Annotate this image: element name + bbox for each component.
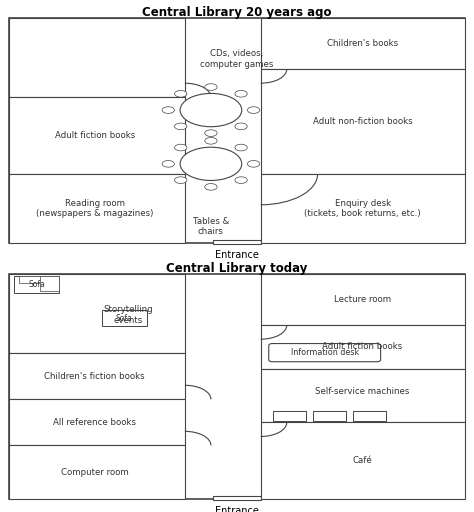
Circle shape [247, 107, 260, 114]
Bar [213, 240, 261, 246]
Bar [261, 274, 465, 325]
Text: Central Library 20 years ago: Central Library 20 years ago [142, 6, 332, 19]
Circle shape [235, 123, 247, 130]
Circle shape [205, 130, 217, 136]
Bar [261, 18, 465, 69]
Bar [9, 97, 185, 174]
Bar [9, 445, 185, 499]
Circle shape [235, 177, 247, 183]
Circle shape [205, 184, 217, 190]
Bar [261, 369, 465, 422]
Text: Children's books: Children's books [327, 39, 398, 48]
Text: Adult non-fiction books: Adult non-fiction books [313, 117, 412, 126]
Text: Sofa: Sofa [28, 280, 45, 289]
Circle shape [247, 161, 260, 167]
Text: Enquiry desk
(tickets, book returns, etc.): Enquiry desk (tickets, book returns, etc… [304, 199, 421, 218]
Bar [9, 18, 185, 97]
Bar [213, 497, 261, 501]
Bar [9, 174, 185, 243]
Bar [261, 69, 465, 174]
Text: Reading room
(newspapers & magazines): Reading room (newspapers & magazines) [36, 199, 154, 218]
Bar [213, 241, 261, 245]
Text: Children's fiction books: Children's fiction books [45, 372, 145, 381]
Bar [9, 399, 185, 445]
Text: Information desk: Information desk [291, 348, 359, 357]
Text: Self-service machines: Self-service machines [315, 387, 410, 396]
Text: CDs, videos,
computer games: CDs, videos, computer games [201, 49, 273, 69]
Circle shape [162, 161, 174, 167]
Text: Entrance: Entrance [215, 506, 259, 512]
Text: Storytelling
events: Storytelling events [103, 305, 153, 325]
Text: Adult fiction books: Adult fiction books [322, 343, 403, 351]
Circle shape [180, 94, 242, 127]
Text: Entrance: Entrance [215, 250, 259, 260]
Text: Café: Café [353, 456, 373, 465]
Text: Sofa: Sofa [116, 313, 133, 323]
Circle shape [205, 83, 217, 90]
Circle shape [235, 144, 247, 151]
Text: Tables &
chairs: Tables & chairs [193, 217, 229, 236]
Bar [14, 276, 59, 293]
Bar [261, 325, 465, 369]
Bar [102, 310, 147, 327]
Circle shape [174, 123, 187, 130]
Bar [213, 496, 261, 502]
Text: All reference books: All reference books [53, 418, 137, 427]
Bar [40, 276, 59, 291]
Circle shape [174, 144, 187, 151]
Text: Computer room: Computer room [61, 468, 128, 477]
Text: Adult fiction books: Adult fiction books [55, 131, 135, 140]
Bar [19, 281, 45, 291]
Circle shape [235, 91, 247, 97]
FancyBboxPatch shape [269, 344, 381, 361]
Circle shape [162, 107, 174, 114]
Bar [9, 353, 185, 399]
Text: Central Library today: Central Library today [166, 262, 308, 275]
Bar [353, 411, 386, 421]
Text: Lecture room: Lecture room [334, 295, 391, 304]
Circle shape [174, 91, 187, 97]
Bar [19, 276, 45, 283]
Bar [273, 411, 306, 421]
Bar [9, 274, 465, 499]
Bar [9, 18, 465, 243]
Circle shape [180, 147, 242, 181]
Bar [9, 274, 185, 353]
Bar [313, 411, 346, 421]
Bar [261, 174, 465, 243]
Circle shape [174, 177, 187, 183]
Circle shape [205, 137, 217, 144]
Bar [261, 422, 465, 499]
